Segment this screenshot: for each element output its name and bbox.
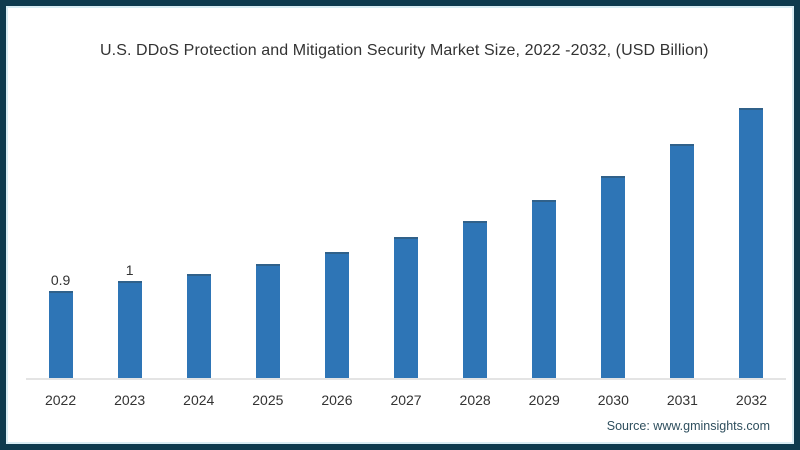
- chart-title: U.S. DDoS Protection and Mitigation Secu…: [100, 42, 709, 59]
- bar-2032: [739, 108, 764, 378]
- bar-cell-2027: [371, 237, 440, 378]
- bar-cell-2031: [648, 144, 717, 378]
- x-axis-label-2025: 2025: [252, 392, 284, 408]
- bar-2024: [186, 274, 211, 378]
- x-axis-labels-row: 2022 2023 2024 2025 2026 2027 2028 2029 2030 2031…: [26, 388, 786, 412]
- bar-2023: [117, 281, 142, 378]
- plot-area: 0.9 1 2022 2023 2024 2025 2026 2027 2028 2029 203…: [26, 98, 786, 408]
- bar-cell-2029: [510, 200, 579, 378]
- bar-cell-2025: [233, 264, 302, 378]
- bar-2026: [324, 252, 349, 378]
- bar-cell-2026: [302, 252, 371, 378]
- x-axis-label-2024: 2024: [183, 392, 215, 408]
- bar-value-label-2022: 0.9: [50, 272, 71, 288]
- bar-2031: [670, 144, 695, 378]
- bar-2022: [48, 291, 73, 378]
- bar-2025: [255, 264, 280, 378]
- x-axis-label-2028: 2028: [459, 392, 491, 408]
- bar-2030: [601, 176, 626, 378]
- bar-2028: [463, 221, 488, 378]
- x-axis-label-2027: 2027: [390, 392, 422, 408]
- source-text: Source: www.gminsights.com: [606, 419, 770, 433]
- x-axis-label-2022: 2022: [44, 392, 77, 408]
- bars-row: 0.9 1: [26, 98, 786, 380]
- bar-cell-2028: [441, 221, 510, 378]
- chart-background: U.S. DDoS Protection and Mitigation Secu…: [6, 6, 794, 444]
- bar-cell-2023: 1: [95, 263, 164, 378]
- bar-cell-2024: [164, 274, 233, 378]
- bar-cell-2030: [579, 176, 648, 378]
- x-axis-label-2030: 2030: [597, 392, 629, 408]
- bar-value-label-2023: 1: [125, 262, 134, 278]
- bar-2029: [532, 200, 557, 378]
- x-axis-label-2023: 2023: [114, 392, 146, 408]
- bar-2027: [394, 237, 419, 378]
- x-axis-label-2032: 2032: [735, 392, 768, 408]
- bar-cell-2022: 0.9: [26, 273, 95, 378]
- bar-cell-2032: [717, 108, 786, 378]
- x-axis-label-2031: 2031: [666, 392, 698, 408]
- x-axis-label-2029: 2029: [528, 392, 560, 408]
- x-axis-label-2026: 2026: [321, 392, 353, 408]
